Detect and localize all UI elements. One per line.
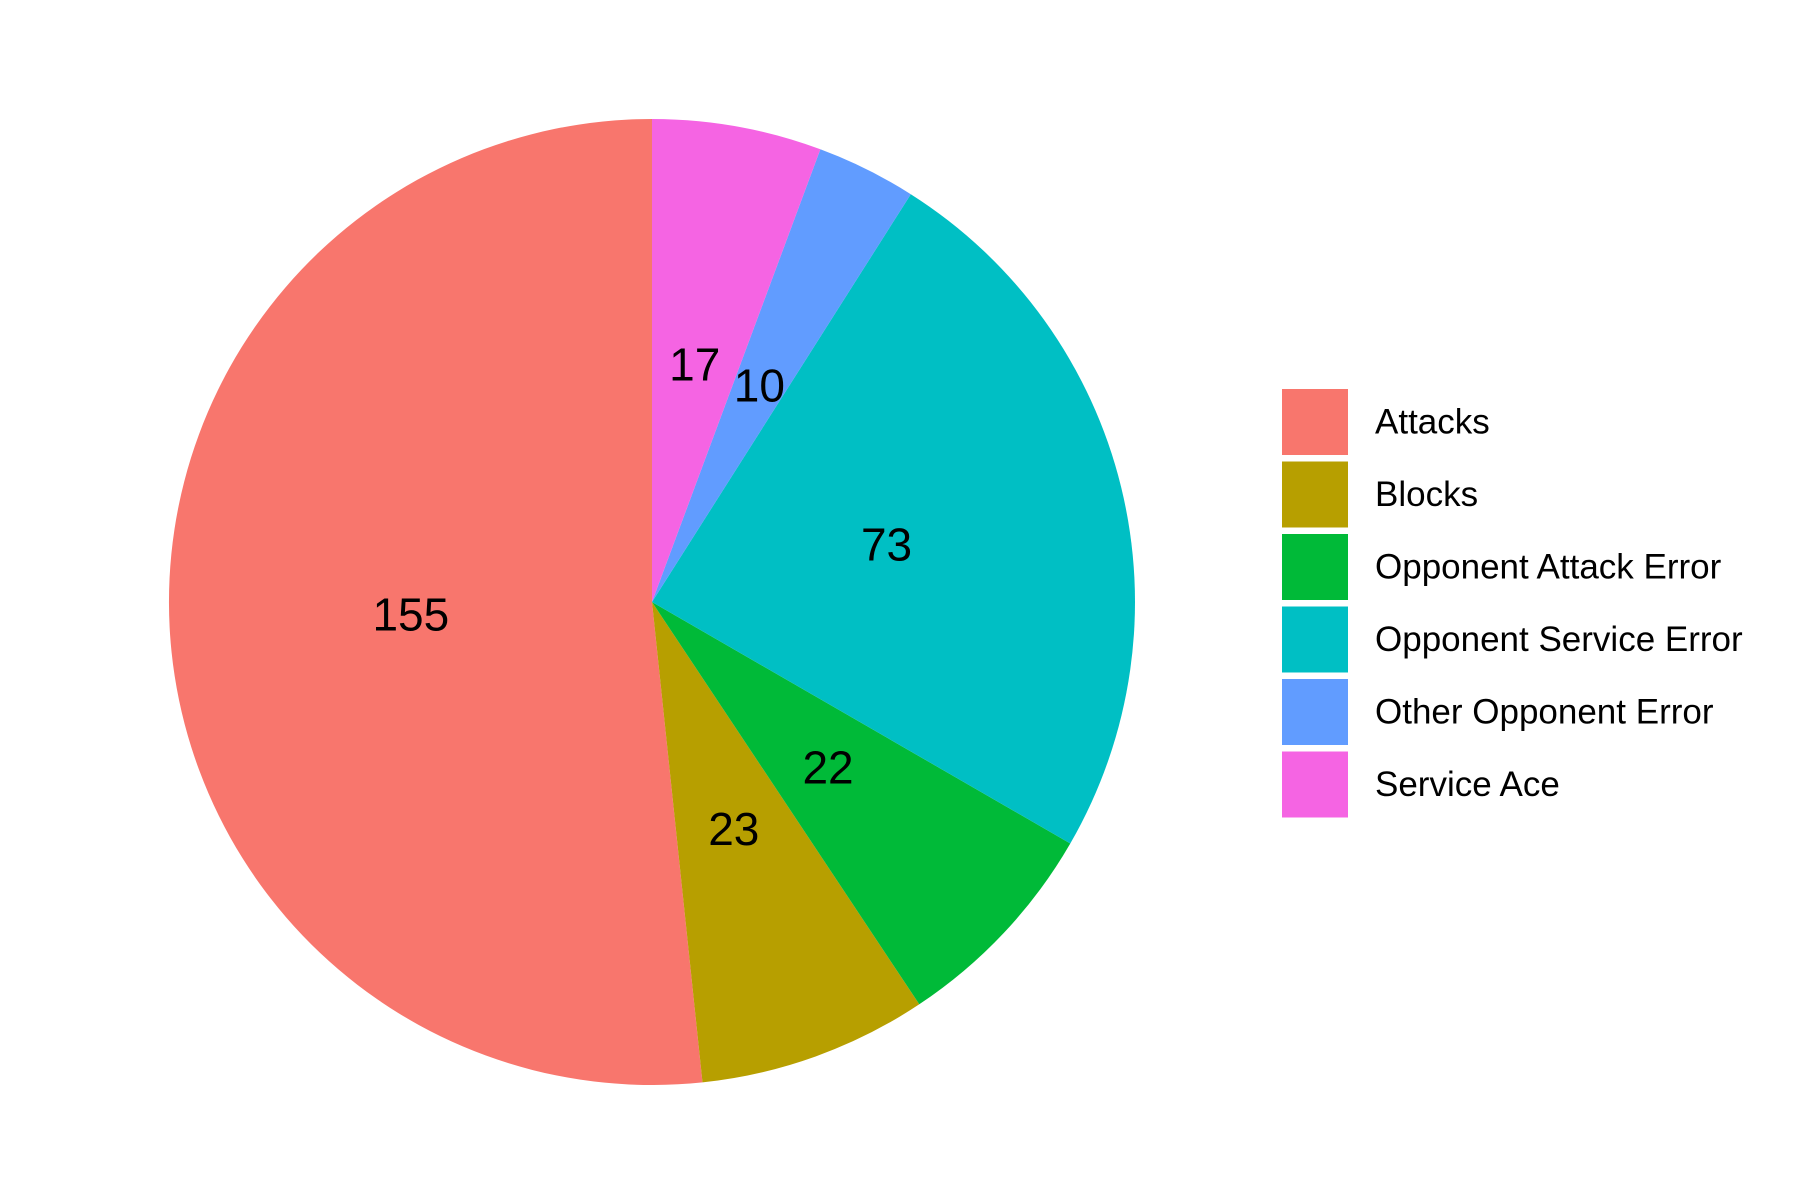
- pie-slice-opponent-service-error: [652, 194, 1135, 844]
- pie-slice-blocks: [652, 602, 920, 1083]
- legend-key-service-ace: [1282, 751, 1348, 818]
- legend-label-attacks: Attacks: [1375, 403, 1490, 442]
- data-label-opponent-attack-error: 22: [802, 741, 853, 793]
- pie-slice-attacks: [168, 119, 703, 1085]
- legend-label-opponent-attack-error: Opponent Attack Error: [1375, 548, 1722, 587]
- pie-data-labels: 155 23 22 73 10 17: [372, 338, 912, 855]
- data-label-service-ace: 17: [669, 338, 720, 390]
- legend-key-opponent-attack-error: [1282, 534, 1348, 600]
- legend-label-blocks: Blocks: [1375, 475, 1478, 514]
- legend-key-other-opponent-error: [1282, 679, 1348, 745]
- pie-slice-service-ace: [652, 119, 821, 602]
- pie-slice-opponent-attack-error: [652, 602, 1071, 1005]
- legend-label-service-ace: Service Ace: [1375, 765, 1560, 804]
- legend-label-other-opponent-error: Other Opponent Error: [1375, 693, 1714, 732]
- legend-key-attacks: [1282, 389, 1348, 455]
- legend: Attacks Blocks Opponent Attack Error Oppone…: [1282, 389, 1743, 818]
- legend-label-opponent-service-error: Opponent Service Error: [1375, 620, 1743, 659]
- data-label-attacks: 155: [372, 589, 449, 641]
- pie-slices: [168, 119, 1135, 1085]
- data-label-opponent-service-error: 73: [861, 518, 912, 570]
- legend-key-blocks: [1282, 461, 1348, 528]
- data-label-other-opponent-error: 10: [734, 360, 785, 412]
- data-label-blocks: 23: [708, 803, 759, 855]
- legend-key-opponent-service-error: [1282, 606, 1348, 673]
- pie-slice-other-opponent-error: [652, 149, 911, 603]
